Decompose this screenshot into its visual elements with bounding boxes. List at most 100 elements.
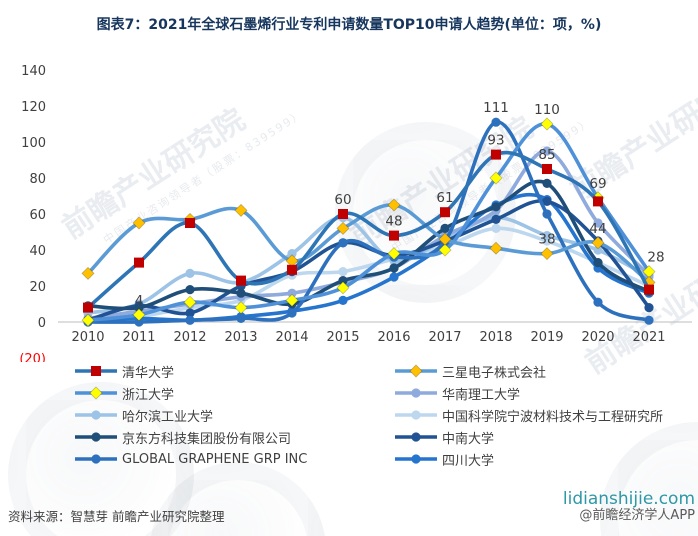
marker-square-icon	[440, 207, 450, 218]
y-tick-label: 140	[21, 64, 46, 79]
marker-diamond-icon	[81, 266, 95, 280]
point-label: 111	[483, 100, 509, 116]
legend-swatch	[75, 454, 117, 464]
marker-circle-icon	[542, 231, 552, 241]
legend-label: 京东方科技集团股份有限公司	[122, 431, 292, 447]
y-tick-label: 20	[29, 280, 46, 295]
marker-circle-icon	[411, 388, 421, 398]
point-label: 61	[436, 190, 453, 206]
marker-diamond-icon	[591, 236, 605, 250]
x-tick-label: 2019	[530, 330, 563, 345]
x-tick-label: 2011	[122, 330, 155, 345]
trend-chart: 140 120 100 80 60 40 20 0 (20) 2010 2011 2012 2013 20…	[19, 64, 692, 362]
legend-item-7: 中南大学	[394, 430, 663, 447]
y-tick-label: 60	[29, 208, 46, 223]
marker-diamond-icon	[336, 221, 350, 235]
point-label: 38	[538, 232, 555, 248]
marker-diamond-icon	[540, 247, 554, 261]
y-tick-negative-label: (20)	[19, 352, 46, 362]
marker-square-icon	[287, 264, 297, 275]
marker-square-icon	[338, 209, 348, 219]
marker-square-icon	[389, 230, 399, 241]
marker-circle-icon	[593, 218, 603, 228]
legend-label: GLOBAL GRAPHENE GRP INC	[122, 451, 308, 467]
marker-circle-icon	[338, 238, 348, 248]
legend-item-9: 四川大学	[394, 452, 663, 469]
y-tick-label: 100	[21, 136, 46, 151]
legend-swatch	[395, 454, 437, 464]
marker-circle-icon	[593, 258, 603, 268]
marker-circle-icon	[491, 214, 501, 224]
x-tick-label: 2012	[173, 330, 206, 345]
marker-circle-icon	[185, 285, 195, 295]
legend-item-8: GLOBAL GRAPHENE GRP INC	[74, 451, 394, 467]
x-tick-label: 2015	[326, 330, 359, 345]
marker-circle-icon	[440, 223, 450, 233]
marker-circle-icon	[185, 315, 195, 325]
marker-diamond-icon	[438, 232, 452, 246]
x-tick-label: 2016	[377, 330, 410, 345]
x-tick-label: 2020	[581, 330, 614, 345]
marker-circle-icon	[91, 432, 101, 442]
x-tick-label: 2017	[428, 330, 461, 345]
marker-diamond-icon	[387, 198, 401, 212]
legend-label: 四川大学	[442, 453, 495, 469]
x-tick-label: 2021	[632, 330, 665, 345]
marker-square-icon	[236, 275, 246, 286]
point-label: 44	[589, 221, 606, 237]
legend-label: 中国科学院宁波材料技术与工程研究所	[442, 409, 664, 425]
marker-circle-icon	[185, 308, 195, 318]
marker-circle-icon	[134, 317, 144, 327]
app-credit: @前瞻经济学人APP	[579, 507, 695, 523]
marker-diamond-icon	[234, 203, 248, 217]
marker-circle-icon	[91, 410, 101, 420]
point-label: 110	[534, 102, 560, 118]
marker-diamond-icon	[438, 243, 452, 257]
y-tick-label: 120	[21, 100, 46, 115]
marker-diamond-icon	[540, 117, 554, 131]
legend-label: 浙江大学	[122, 387, 175, 403]
marker-circle-icon	[644, 303, 654, 313]
marker-diamond-icon	[336, 281, 350, 295]
marker-square-icon	[91, 366, 101, 376]
marker-circle-icon	[411, 410, 421, 420]
marker-circle-icon	[389, 272, 399, 282]
marker-diamond-icon	[489, 241, 503, 255]
point-label: 69	[589, 176, 606, 192]
marker-circle-icon	[338, 267, 348, 277]
chart-legend: 清华大学 三星电子株式会社 浙江大学 华南理工大学 哈尔滨工业大学 中国科学院宁波材料技术…	[74, 364, 664, 469]
legend-label: 华南理工大学	[442, 387, 521, 403]
marker-square-icon	[134, 257, 144, 268]
legend-swatch	[75, 366, 117, 376]
marker-circle-icon	[491, 202, 501, 212]
legend-label: 三星电子株式会社	[442, 365, 547, 381]
legend-swatch	[395, 410, 437, 420]
legend-item-2: 浙江大学	[74, 386, 394, 403]
legend-item-3: 华南理工大学	[394, 386, 663, 403]
marker-circle-icon	[644, 315, 654, 325]
marker-square-icon	[83, 302, 93, 313]
marker-circle-icon	[236, 313, 246, 323]
x-tick-label: 2014	[275, 330, 308, 345]
marker-circle-icon	[542, 196, 552, 206]
marker-circle-icon	[236, 288, 246, 298]
marker-diamond-icon	[183, 295, 197, 309]
legend-label: 中南大学	[442, 431, 495, 447]
legend-swatch	[395, 364, 437, 378]
marker-circle-icon	[542, 209, 552, 219]
marker-circle-icon	[411, 432, 421, 442]
marker-circle-icon	[338, 276, 348, 286]
legend-item-4: 哈尔滨工业大学	[74, 408, 394, 425]
legend-swatch	[395, 388, 437, 398]
site-url: lidianshijie.com	[562, 489, 695, 509]
marker-diamond-icon	[132, 308, 146, 322]
marker-circle-icon	[134, 303, 144, 313]
chart-title: 图表7：2021年全球石墨烯行业专利申请数量TOP10申请人趋势(单位：项，%)	[96, 17, 602, 33]
point-label: 60	[334, 192, 351, 208]
legend-item-6: 京东方科技集团股份有限公司	[74, 430, 394, 447]
marker-circle-icon	[287, 249, 297, 259]
marker-diamond-icon	[409, 364, 423, 378]
marker-square-icon	[644, 284, 654, 295]
marker-circle-icon	[593, 245, 603, 255]
marker-circle-icon	[389, 263, 399, 273]
